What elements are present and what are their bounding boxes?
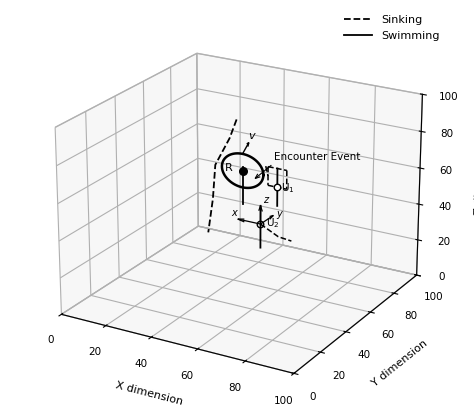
- Legend: Sinking, Swimming: Sinking, Swimming: [339, 10, 445, 47]
- Y-axis label: Y dimension: Y dimension: [370, 339, 429, 389]
- X-axis label: X dimension: X dimension: [115, 380, 184, 407]
